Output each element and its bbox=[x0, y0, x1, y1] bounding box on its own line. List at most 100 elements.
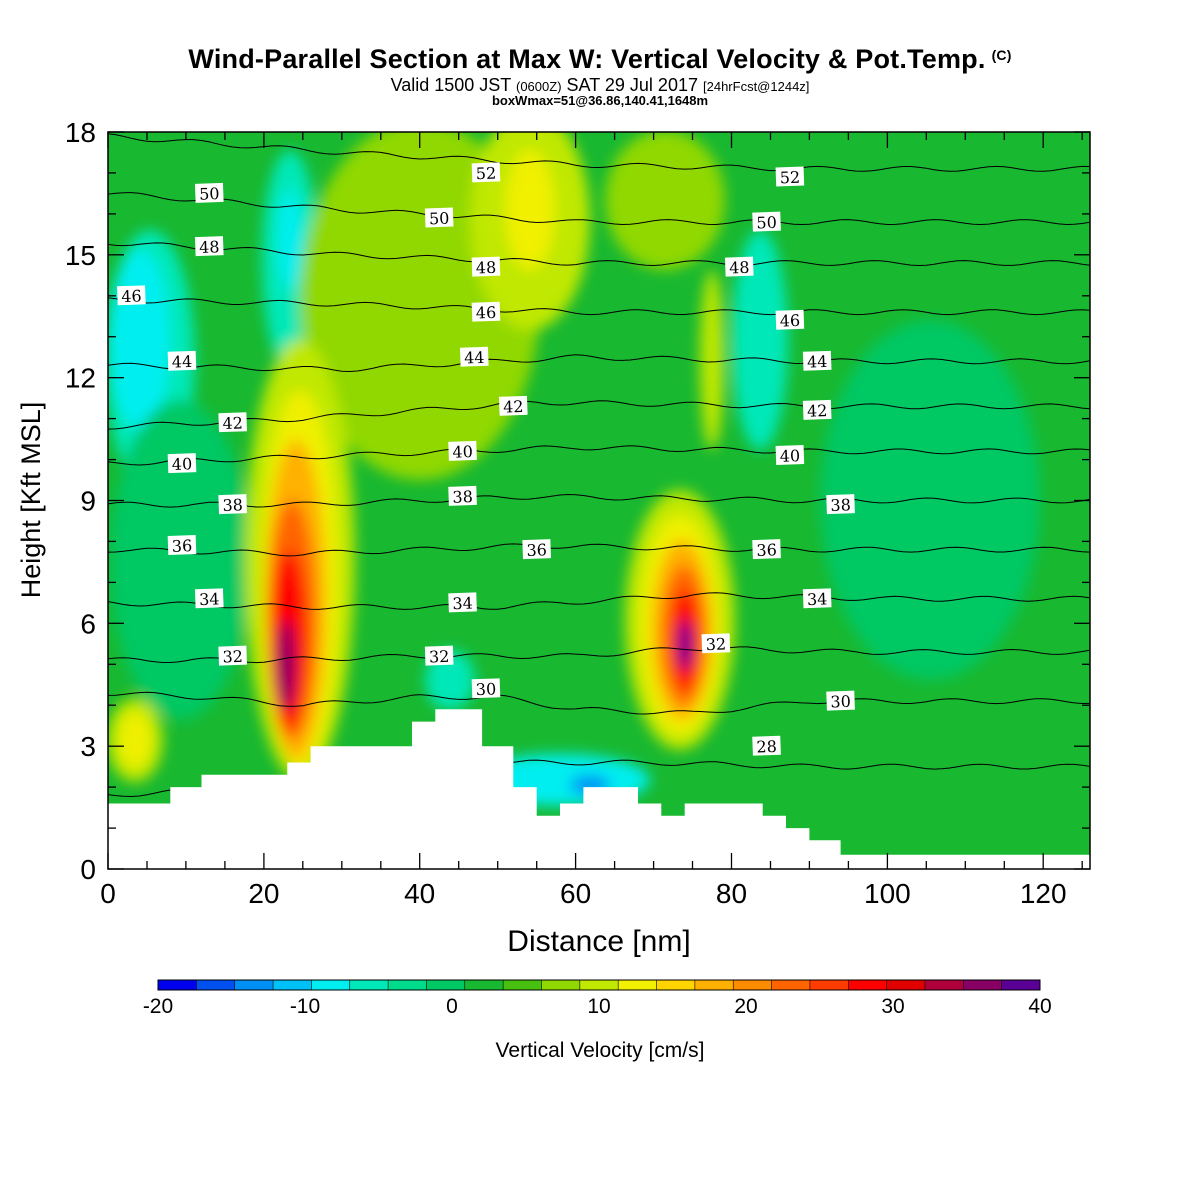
isentrope-label-box bbox=[775, 445, 805, 465]
colorbar-swatch bbox=[234, 980, 274, 990]
isentrope-label-38: 38 bbox=[218, 494, 248, 515]
isentrope-52 bbox=[108, 133, 1090, 172]
isentrope-label-34: 34 bbox=[448, 592, 477, 613]
isentrope-30 bbox=[108, 691, 1090, 715]
isentrope-label-30: 30 bbox=[826, 690, 855, 711]
isentrope-label-38: 38 bbox=[826, 494, 855, 515]
terrain-mask bbox=[108, 709, 1090, 869]
isentrope-label-text: 38 bbox=[222, 495, 243, 515]
colorbar-swatch bbox=[809, 980, 849, 990]
isentrope-label-40: 40 bbox=[775, 445, 805, 466]
colorbar-swatch bbox=[848, 980, 888, 990]
velocity-field bbox=[108, 132, 1090, 869]
y-tick-label: 3 bbox=[80, 731, 96, 762]
isentrope-label-box bbox=[802, 350, 832, 371]
isentrope-label-text: 34 bbox=[807, 589, 828, 609]
lift-core-upper bbox=[505, 150, 555, 270]
colorbar-swatch bbox=[656, 980, 696, 990]
colorbar-swatch bbox=[388, 980, 427, 990]
isentrope-label-34: 34 bbox=[194, 588, 224, 609]
isentrope-label-text: 38 bbox=[830, 495, 851, 515]
isentrope-label-44: 44 bbox=[167, 350, 197, 372]
isentrope-label-box bbox=[167, 453, 197, 474]
isentrope-label-text: 40 bbox=[452, 442, 473, 462]
weak-sink-left bbox=[110, 400, 250, 720]
isentrope-label-text: 32 bbox=[705, 634, 726, 654]
isentrope-label-50: 50 bbox=[752, 211, 781, 232]
isentrope-label-52: 52 bbox=[775, 166, 805, 188]
isentrope-label-text: 42 bbox=[807, 401, 828, 421]
colorbar-swatch bbox=[771, 980, 811, 990]
colorbar-swatch bbox=[273, 980, 312, 990]
isentrope-32 bbox=[108, 646, 1090, 664]
isentrope-42 bbox=[108, 400, 1090, 430]
isentrope-label-box bbox=[752, 735, 781, 756]
x-tick-label: 80 bbox=[716, 878, 747, 909]
colorbar-swatch bbox=[733, 980, 773, 990]
isentrope-label-40: 40 bbox=[448, 440, 477, 462]
isentrope-label-text: 36 bbox=[756, 540, 777, 560]
colorbar-swatch bbox=[924, 980, 964, 990]
colorbar-swatch bbox=[349, 980, 389, 990]
isentrope-label-text: 36 bbox=[526, 540, 547, 560]
isentrope-label-box bbox=[498, 395, 528, 416]
y-tick-label: 18 bbox=[65, 117, 96, 148]
colorbar-swatch bbox=[963, 980, 1003, 990]
isentrope-label-38: 38 bbox=[448, 485, 477, 507]
isentrope-46 bbox=[108, 297, 1090, 316]
x-axis: 0 20 40 60 80 100 120 bbox=[100, 132, 1083, 909]
y-tick-label: 6 bbox=[80, 608, 96, 639]
weak-sink-right bbox=[820, 320, 1040, 680]
x-tick-label: 20 bbox=[248, 878, 279, 909]
isentrope-label-text: 40 bbox=[172, 454, 193, 474]
isentrope-label-48: 48 bbox=[194, 236, 224, 257]
isentrope-40 bbox=[108, 445, 1090, 466]
isentrope-label-text: 42 bbox=[222, 413, 243, 433]
isentrope-50 bbox=[108, 192, 1090, 226]
isentrope-label-box bbox=[471, 162, 501, 183]
isentrope-label-46: 46 bbox=[471, 301, 501, 323]
isentrope-label-box bbox=[471, 301, 501, 322]
isentrope-labels: 52 52 50 50 50 48 48 48 46 46 46 44 44 44 42 42 42 40 40 40… bbox=[117, 162, 855, 757]
isentrope-label-text: 52 bbox=[779, 168, 800, 188]
colorbar-swatch bbox=[1001, 980, 1041, 990]
colorbar-tick-label: 0 bbox=[446, 995, 458, 1018]
low-level-lift-core bbox=[119, 712, 151, 768]
isentrope-label-box bbox=[448, 485, 477, 506]
isentrope-34 bbox=[108, 592, 1090, 610]
isentrope-label-box bbox=[701, 633, 731, 654]
chart-title: Wind-Parallel Section at Max W: Vertical… bbox=[0, 44, 1200, 75]
isentrope-label-28: 28 bbox=[752, 735, 781, 757]
isentrope-label-box bbox=[448, 592, 477, 613]
isentrope-label-text: 34 bbox=[452, 594, 473, 614]
downdraft-core-left bbox=[110, 250, 170, 430]
isentrope-label-text: 44 bbox=[464, 348, 485, 368]
isentrope-label-50: 50 bbox=[424, 207, 454, 229]
forecast-tag: [24hrFcst@1244z] bbox=[703, 79, 810, 94]
x-tick-label: 40 bbox=[404, 878, 435, 909]
valid-prefix: Valid 1500 JST bbox=[390, 75, 511, 95]
colorbar: -20 -10 0 10 20 30 40 bbox=[143, 979, 1052, 1018]
isentrope-label-text: 30 bbox=[476, 679, 497, 699]
isentrope-label-32: 32 bbox=[424, 645, 454, 666]
isentrope-label-box bbox=[522, 539, 552, 560]
isentrope-label-text: 48 bbox=[199, 237, 220, 257]
isentrope-label-text: 50 bbox=[429, 209, 450, 229]
isentrope-48 bbox=[108, 242, 1090, 267]
isentrope-label-36: 36 bbox=[522, 539, 552, 560]
valid-utc: (0600Z) bbox=[516, 79, 562, 94]
colorbar-swatch bbox=[158, 980, 197, 990]
isentrope-label-box bbox=[802, 399, 832, 420]
colorbar-swatch bbox=[426, 980, 466, 990]
isentrope-38 bbox=[108, 493, 1090, 508]
isentrope-label-box bbox=[194, 236, 224, 257]
colorbar-tick-label: 40 bbox=[1028, 995, 1051, 1018]
isentrope-label-box bbox=[802, 588, 832, 609]
isentrope-label-text: 44 bbox=[807, 352, 828, 372]
x-tick-label: 100 bbox=[864, 878, 911, 909]
isentrope-label-34: 34 bbox=[802, 588, 832, 609]
isentrope-44 bbox=[108, 354, 1090, 373]
isentrope-label-box bbox=[471, 678, 501, 699]
colorbar-swatch bbox=[694, 980, 734, 990]
